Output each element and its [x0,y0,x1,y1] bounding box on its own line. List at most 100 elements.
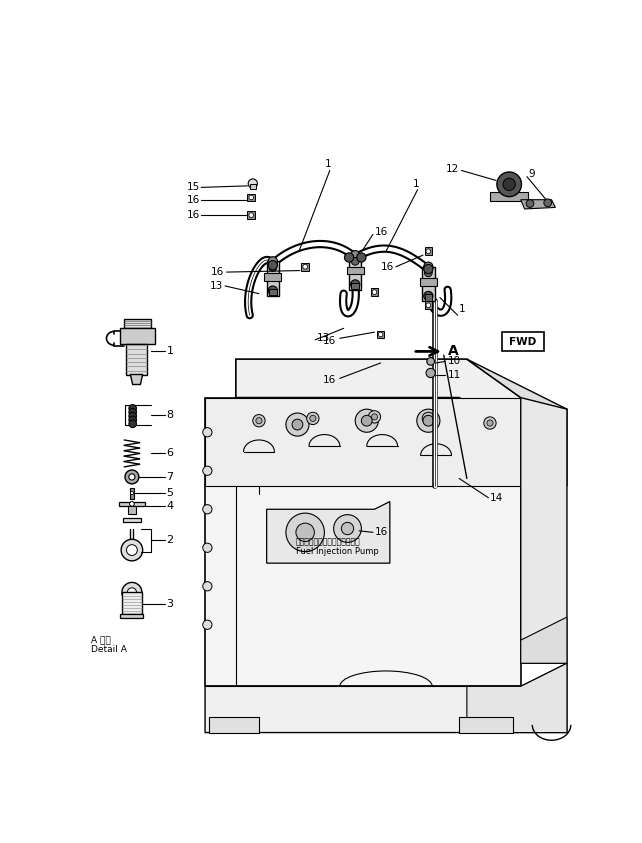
Circle shape [203,505,212,514]
Text: 16: 16 [186,210,200,220]
Circle shape [268,286,277,295]
Text: 4: 4 [166,502,174,511]
Polygon shape [209,717,259,733]
Circle shape [129,420,137,427]
Circle shape [296,524,315,541]
Circle shape [378,332,383,337]
Polygon shape [467,359,567,486]
Circle shape [361,416,372,426]
Text: 2: 2 [166,535,174,545]
Circle shape [126,545,137,556]
Text: 11: 11 [447,369,461,379]
Bar [247,212,255,219]
Polygon shape [467,663,567,733]
Bar [501,332,544,352]
Circle shape [127,588,137,597]
Bar [128,506,135,514]
Text: 16: 16 [381,261,394,271]
Text: 9: 9 [528,169,535,180]
Polygon shape [120,614,143,618]
Circle shape [310,416,316,422]
Text: 8: 8 [166,410,174,420]
Bar [301,263,309,271]
Bar [351,283,359,289]
Circle shape [269,264,277,271]
Text: 1: 1 [166,346,173,357]
Polygon shape [119,502,145,506]
Circle shape [544,199,551,207]
Bar [250,185,256,189]
Text: 13: 13 [209,281,223,291]
Circle shape [342,523,354,534]
Text: 16: 16 [374,528,388,537]
Polygon shape [205,398,521,486]
Circle shape [121,540,143,561]
Polygon shape [420,278,437,286]
Circle shape [487,420,493,426]
Polygon shape [236,359,521,432]
Circle shape [268,257,277,266]
Bar [370,288,378,296]
Circle shape [253,415,265,427]
Text: A: A [447,345,458,358]
Polygon shape [459,717,513,733]
Polygon shape [123,518,141,523]
Circle shape [351,250,360,260]
Circle shape [248,179,257,188]
Text: 1: 1 [413,179,420,189]
Circle shape [426,249,431,254]
Circle shape [203,582,212,591]
Bar [122,593,142,614]
Text: 5: 5 [166,488,173,498]
Text: Fuel Injection Pump: Fuel Injection Pump [296,547,379,556]
Bar [424,294,432,301]
Circle shape [372,290,377,294]
Circle shape [286,413,309,436]
Text: 16: 16 [323,375,336,385]
Text: A 拡大: A 拡大 [91,636,111,645]
Polygon shape [521,398,567,663]
Circle shape [307,412,319,425]
Bar [247,194,255,201]
Circle shape [203,620,212,630]
Circle shape [292,419,303,430]
Text: 3: 3 [166,599,173,609]
Circle shape [129,405,137,412]
Circle shape [203,427,212,437]
Circle shape [130,491,134,495]
Circle shape [424,265,433,274]
Circle shape [355,409,378,432]
Circle shape [503,178,516,191]
Circle shape [268,260,277,270]
Circle shape [425,416,431,422]
Text: 14: 14 [490,492,503,502]
Bar [126,344,147,374]
Text: フェルインジェクションポンプ: フェルインジェクションポンプ [296,537,361,546]
Text: 1: 1 [459,304,466,314]
Circle shape [423,416,434,426]
Text: 1: 1 [324,159,331,169]
Text: 13: 13 [317,333,330,343]
Bar [349,255,361,290]
Text: Detail A: Detail A [91,645,127,654]
Circle shape [424,269,432,277]
Circle shape [203,543,212,552]
Circle shape [417,409,440,432]
Polygon shape [265,273,281,281]
Circle shape [334,514,361,542]
Circle shape [256,417,262,424]
Circle shape [129,474,135,480]
Circle shape [371,414,377,420]
Circle shape [422,412,435,425]
Bar [424,301,432,309]
Text: 10: 10 [447,357,461,367]
Bar [130,488,134,499]
Text: 12: 12 [446,164,459,174]
Circle shape [351,257,359,266]
Text: 16: 16 [186,195,200,205]
Circle shape [129,416,137,424]
Text: FWD: FWD [508,337,536,347]
Circle shape [426,368,435,378]
Bar [266,261,279,296]
Circle shape [303,265,308,269]
